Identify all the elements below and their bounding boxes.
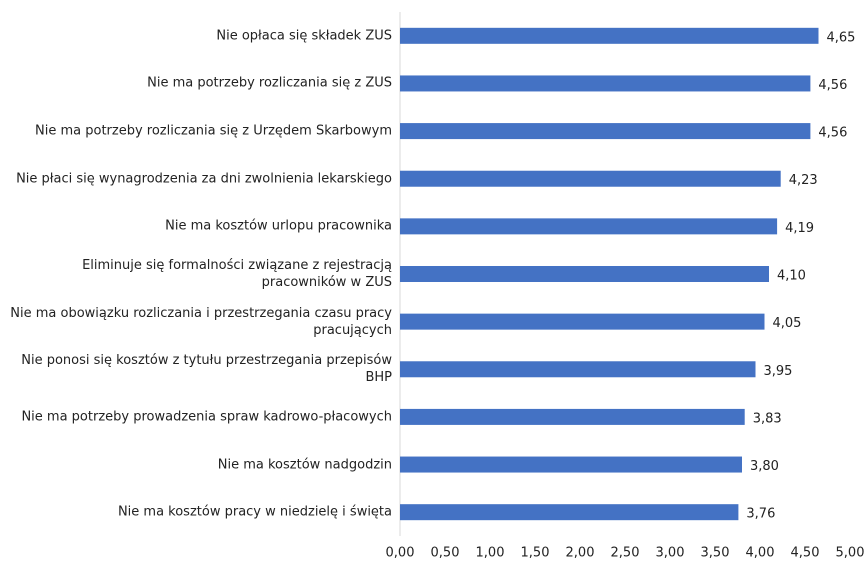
x-tick-label: 2,50: [611, 546, 640, 561]
x-tick-label: 3,50: [701, 546, 730, 561]
x-tick-label: 3,00: [656, 546, 685, 561]
value-label: 4,56: [818, 78, 847, 93]
value-label: 4,05: [773, 316, 802, 331]
bar: [400, 456, 742, 473]
value-label: 3,95: [764, 364, 793, 379]
x-tick-label: 2,00: [566, 546, 595, 561]
y-tick-label: Nie ma potrzeby prowadzenia spraw kadrow…: [21, 409, 392, 425]
value-label: 4,56: [818, 126, 847, 141]
bar: [400, 504, 739, 521]
y-tick-label: Nie ma kosztów pracy w niedzielę i święt…: [117, 504, 392, 520]
value-label: 4,10: [777, 269, 806, 284]
bar: [400, 218, 778, 235]
bar: [400, 75, 811, 92]
value-label: 3,80: [750, 459, 779, 474]
value-label: 3,76: [746, 507, 775, 522]
y-tick-label: Nie ma kosztów urlopu pracownika: [165, 218, 392, 234]
x-tick-label: 4,00: [746, 546, 775, 561]
x-tick-label: 5,00: [836, 546, 865, 561]
x-tick-label: 1,00: [476, 546, 505, 561]
x-tick-label: 1,50: [521, 546, 550, 561]
value-label: 4,23: [789, 173, 818, 188]
x-tick-label: 4,50: [791, 546, 820, 561]
bar: [400, 266, 769, 282]
x-tick-label: 0,50: [431, 546, 460, 561]
bar: [400, 27, 819, 44]
value-label: 4,19: [785, 221, 814, 236]
y-tick-label: Nie opłaca się składek ZUS: [216, 28, 392, 44]
y-tick-label: Nie ma potrzeby rozliczania się z Urzęde…: [35, 123, 392, 139]
bar: [400, 408, 745, 425]
bar: [400, 361, 756, 378]
y-tick-label: Nie ponosi się kosztów z tytułu przestrz…: [21, 353, 392, 386]
y-tick-label: Nie ma potrzeby rozliczania się z ZUS: [147, 75, 392, 91]
bar: [400, 170, 781, 187]
y-tick-label: Eliminuje się formalności związane z rej…: [82, 258, 392, 290]
y-tick-label: Nie ma kosztów nadgodzin: [217, 457, 392, 473]
x-tick-label: 0,00: [386, 546, 415, 561]
y-tick-label: Nie ma obowiązku rozliczania i przestrze…: [10, 305, 392, 338]
y-tick-label: Nie płaci się wynagrodzenia za dni zwoln…: [16, 171, 392, 187]
value-label: 3,83: [753, 411, 782, 426]
bar: [400, 313, 765, 330]
value-label: 4,65: [827, 30, 856, 45]
bar: [400, 123, 811, 140]
